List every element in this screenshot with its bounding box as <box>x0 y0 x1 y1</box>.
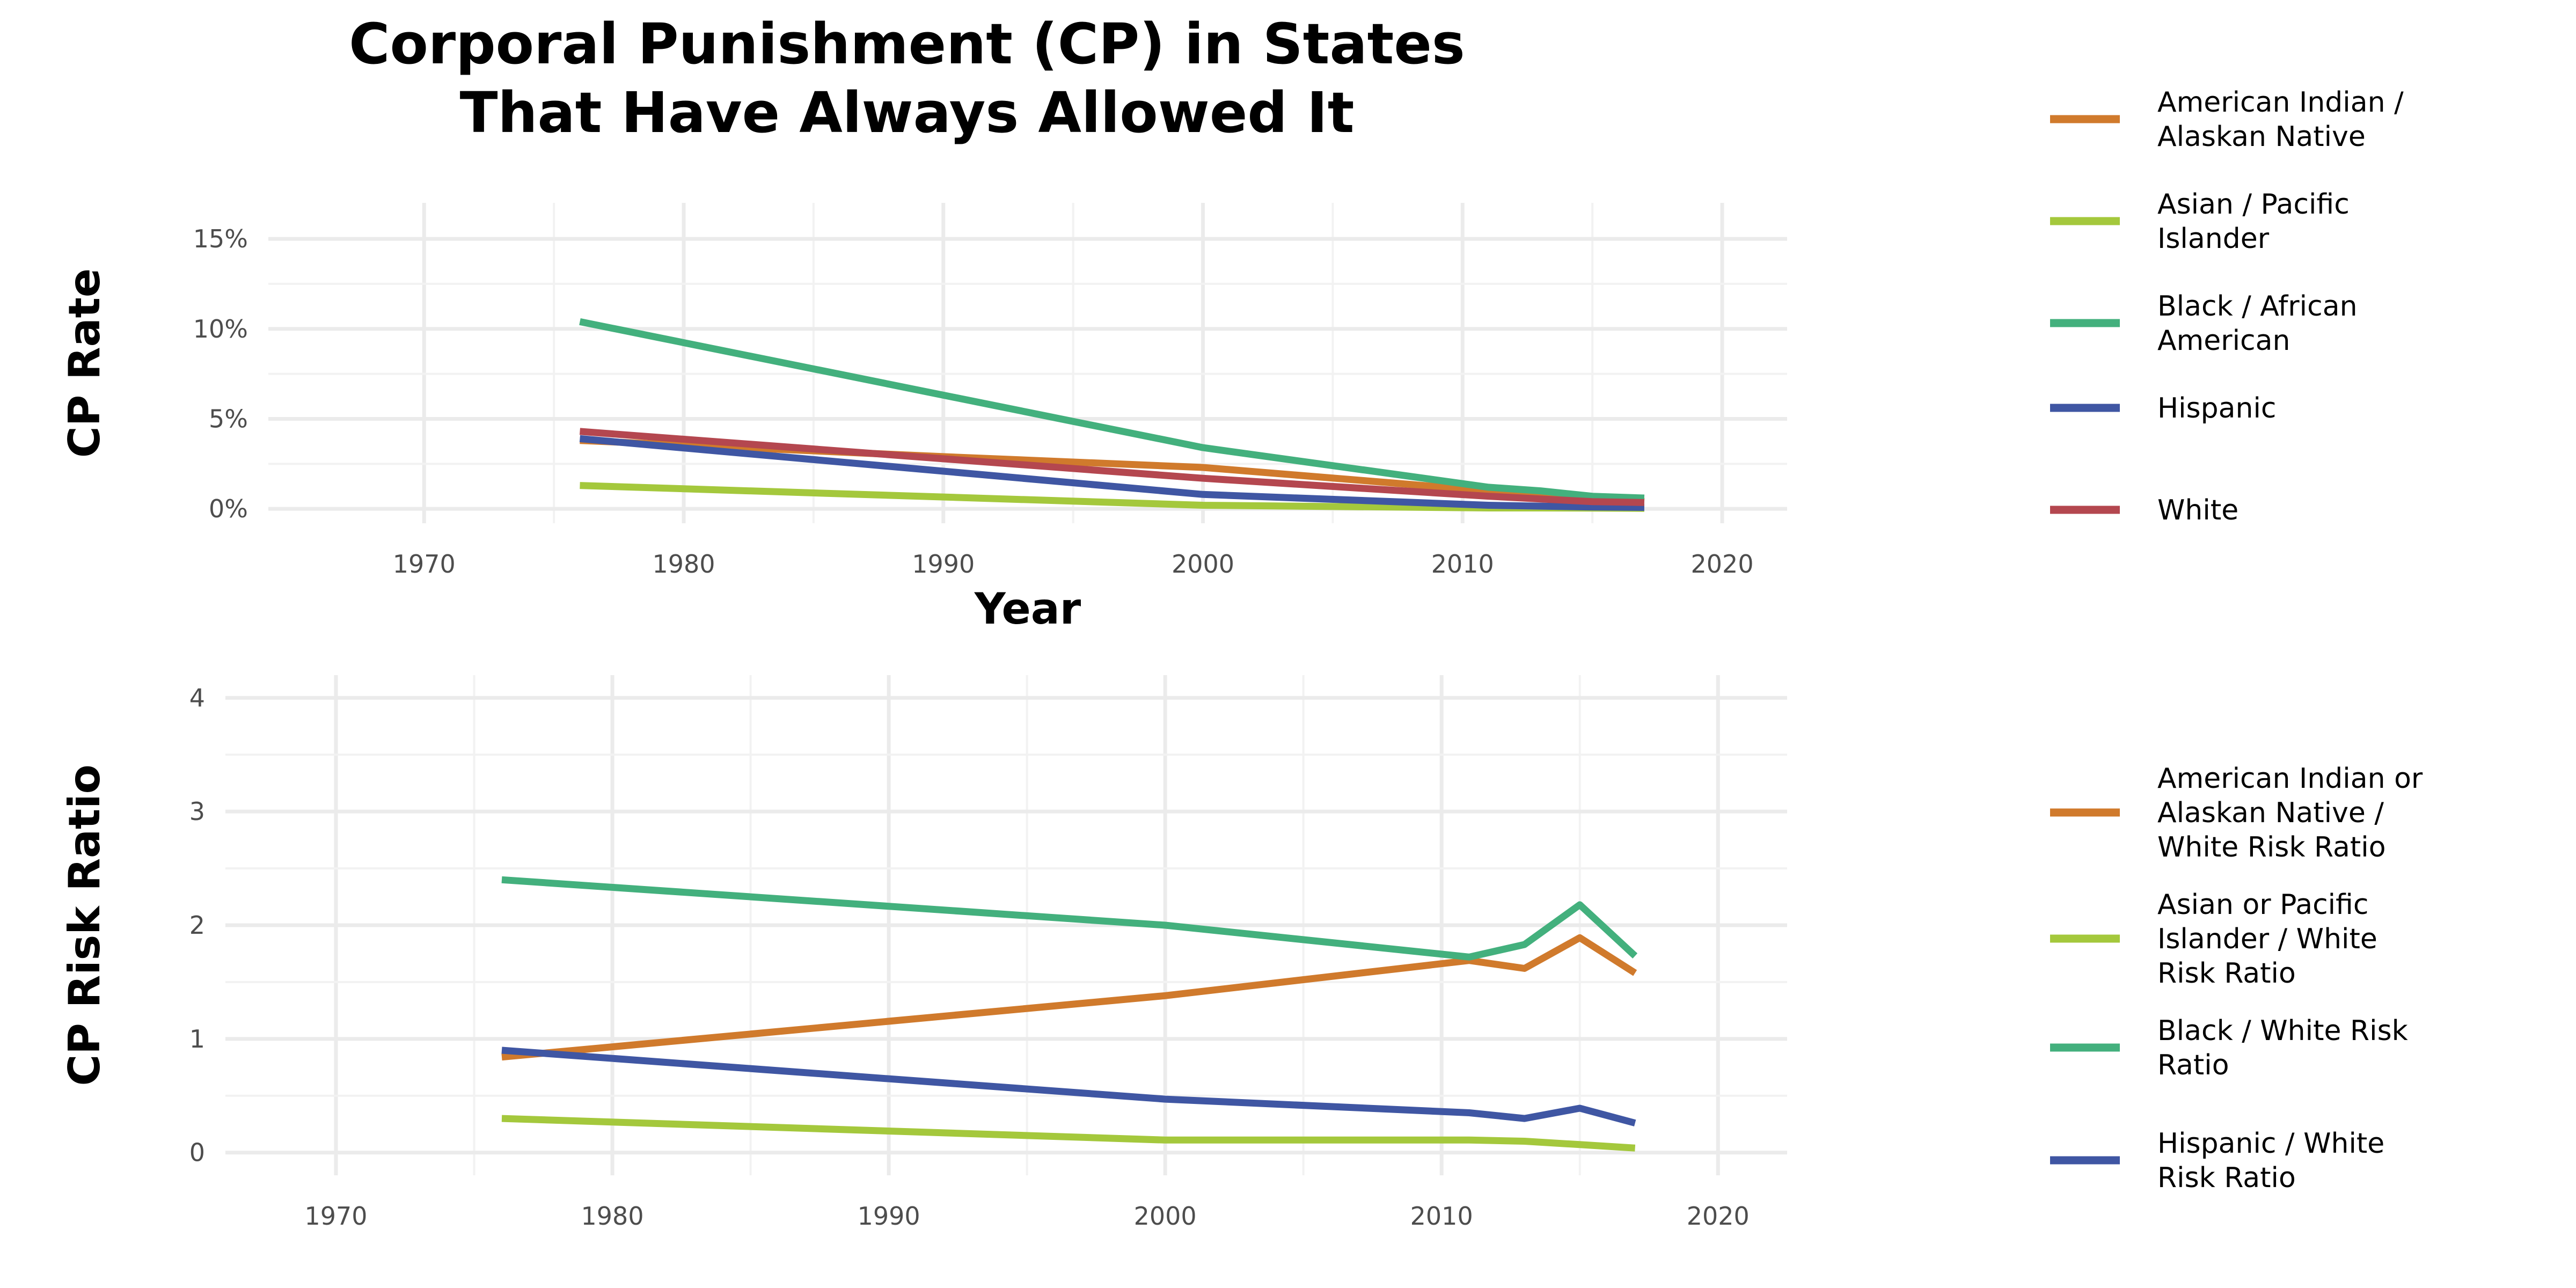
x-tick-label: 1970 <box>393 550 456 579</box>
grid <box>268 203 1787 523</box>
x-axis-title: Year <box>974 584 1081 634</box>
legend-label: Ratio <box>2157 1049 2229 1081</box>
y-tick-label: 1 <box>189 1024 205 1053</box>
legend-label: American Indian / <box>2157 86 2404 119</box>
series-line-black-african-american <box>579 318 1645 502</box>
legend-entry: White <box>2050 494 2238 526</box>
y-tick-label: 2 <box>189 911 205 940</box>
legend-label: Alaskan Native / <box>2157 797 2384 829</box>
x-tick-label: 2020 <box>1687 1202 1750 1231</box>
y-tick-label: 4 <box>189 683 205 712</box>
legend-label: Risk Ratio <box>2157 957 2296 990</box>
series-line-asian-or-pacific-islander-white-risk-ratio <box>501 1115 1636 1152</box>
legend-label: White Risk Ratio <box>2157 831 2386 863</box>
series-line-black-white-risk-ratio <box>501 876 1638 961</box>
x-tick-label: 1990 <box>858 1202 920 1231</box>
x-tick-label: 2020 <box>1691 550 1754 579</box>
x-tick-label: 1970 <box>304 1202 367 1231</box>
y-axis-title: CP Risk Ratio <box>60 764 109 1086</box>
legend-entry: American Indian /Alaskan Native <box>2050 86 2404 153</box>
legend-label: American Indian or <box>2157 763 2423 795</box>
legend-label: Islander <box>2157 223 2270 255</box>
y-axis-title: CP Rate <box>60 268 109 458</box>
legend-label: Asian or Pacific <box>2157 889 2368 921</box>
x-tick-label: 1980 <box>652 550 715 579</box>
grid <box>225 675 1787 1175</box>
legend: American Indian /Alaskan Native Asian / P… <box>2050 86 2404 526</box>
y-tick-label: 5% <box>209 404 248 433</box>
series-line-hispanic <box>579 435 1644 511</box>
legend-label: Risk Ratio <box>2157 1162 2296 1194</box>
y-tick-label: 0 <box>189 1138 205 1167</box>
series-line-hispanic-white-risk-ratio <box>501 1046 1636 1126</box>
legend-label: Hispanic <box>2157 392 2277 425</box>
legend-label: Black / White Risk <box>2157 1015 2408 1047</box>
legend-label: Hispanic / White <box>2157 1128 2384 1160</box>
x-tick-label: 2000 <box>1134 1202 1197 1231</box>
x-tick-label: 2010 <box>1431 550 1494 579</box>
legend-label: American <box>2157 325 2290 357</box>
x-tick-label: 2000 <box>1172 550 1234 579</box>
y-tick-label: 3 <box>189 797 205 826</box>
chart-title-line-2: That Have Always Allowed It <box>460 80 1355 145</box>
legend-label: Black / African <box>2157 290 2358 323</box>
legend-label: Alaskan Native <box>2157 121 2366 153</box>
x-tick-label: 2010 <box>1410 1202 1473 1231</box>
legend-label: Asian / Pacific <box>2157 188 2350 221</box>
chart-title-line-1: Corporal Punishment (CP) in States <box>349 11 1465 77</box>
series-line-american-indian-or-alaskan-native-white-risk-ratio <box>501 934 1637 1061</box>
legend-label: White <box>2157 494 2238 526</box>
x-tick-label: 1980 <box>581 1202 644 1231</box>
panel-2: 1970 1980 1990 2000 2010 2020 0 1 2 3 4 CP Risk Rat… <box>60 675 2423 1231</box>
series-lines <box>501 876 1638 1152</box>
y-tick-label: 0% <box>209 494 248 523</box>
legend-label: Islander / White <box>2157 923 2377 955</box>
legend-entry: Hispanic <box>2050 392 2277 425</box>
series-lines <box>579 318 1645 512</box>
y-tick-label: 10% <box>193 314 248 343</box>
series-line-white <box>580 428 1645 506</box>
x-tick-label: 1990 <box>912 550 975 579</box>
panel-1: 1970 1980 1990 2000 2010 2020 0% 5% 10% 15% CP Rat… <box>60 86 2404 634</box>
y-tick-label: 15% <box>193 224 248 253</box>
